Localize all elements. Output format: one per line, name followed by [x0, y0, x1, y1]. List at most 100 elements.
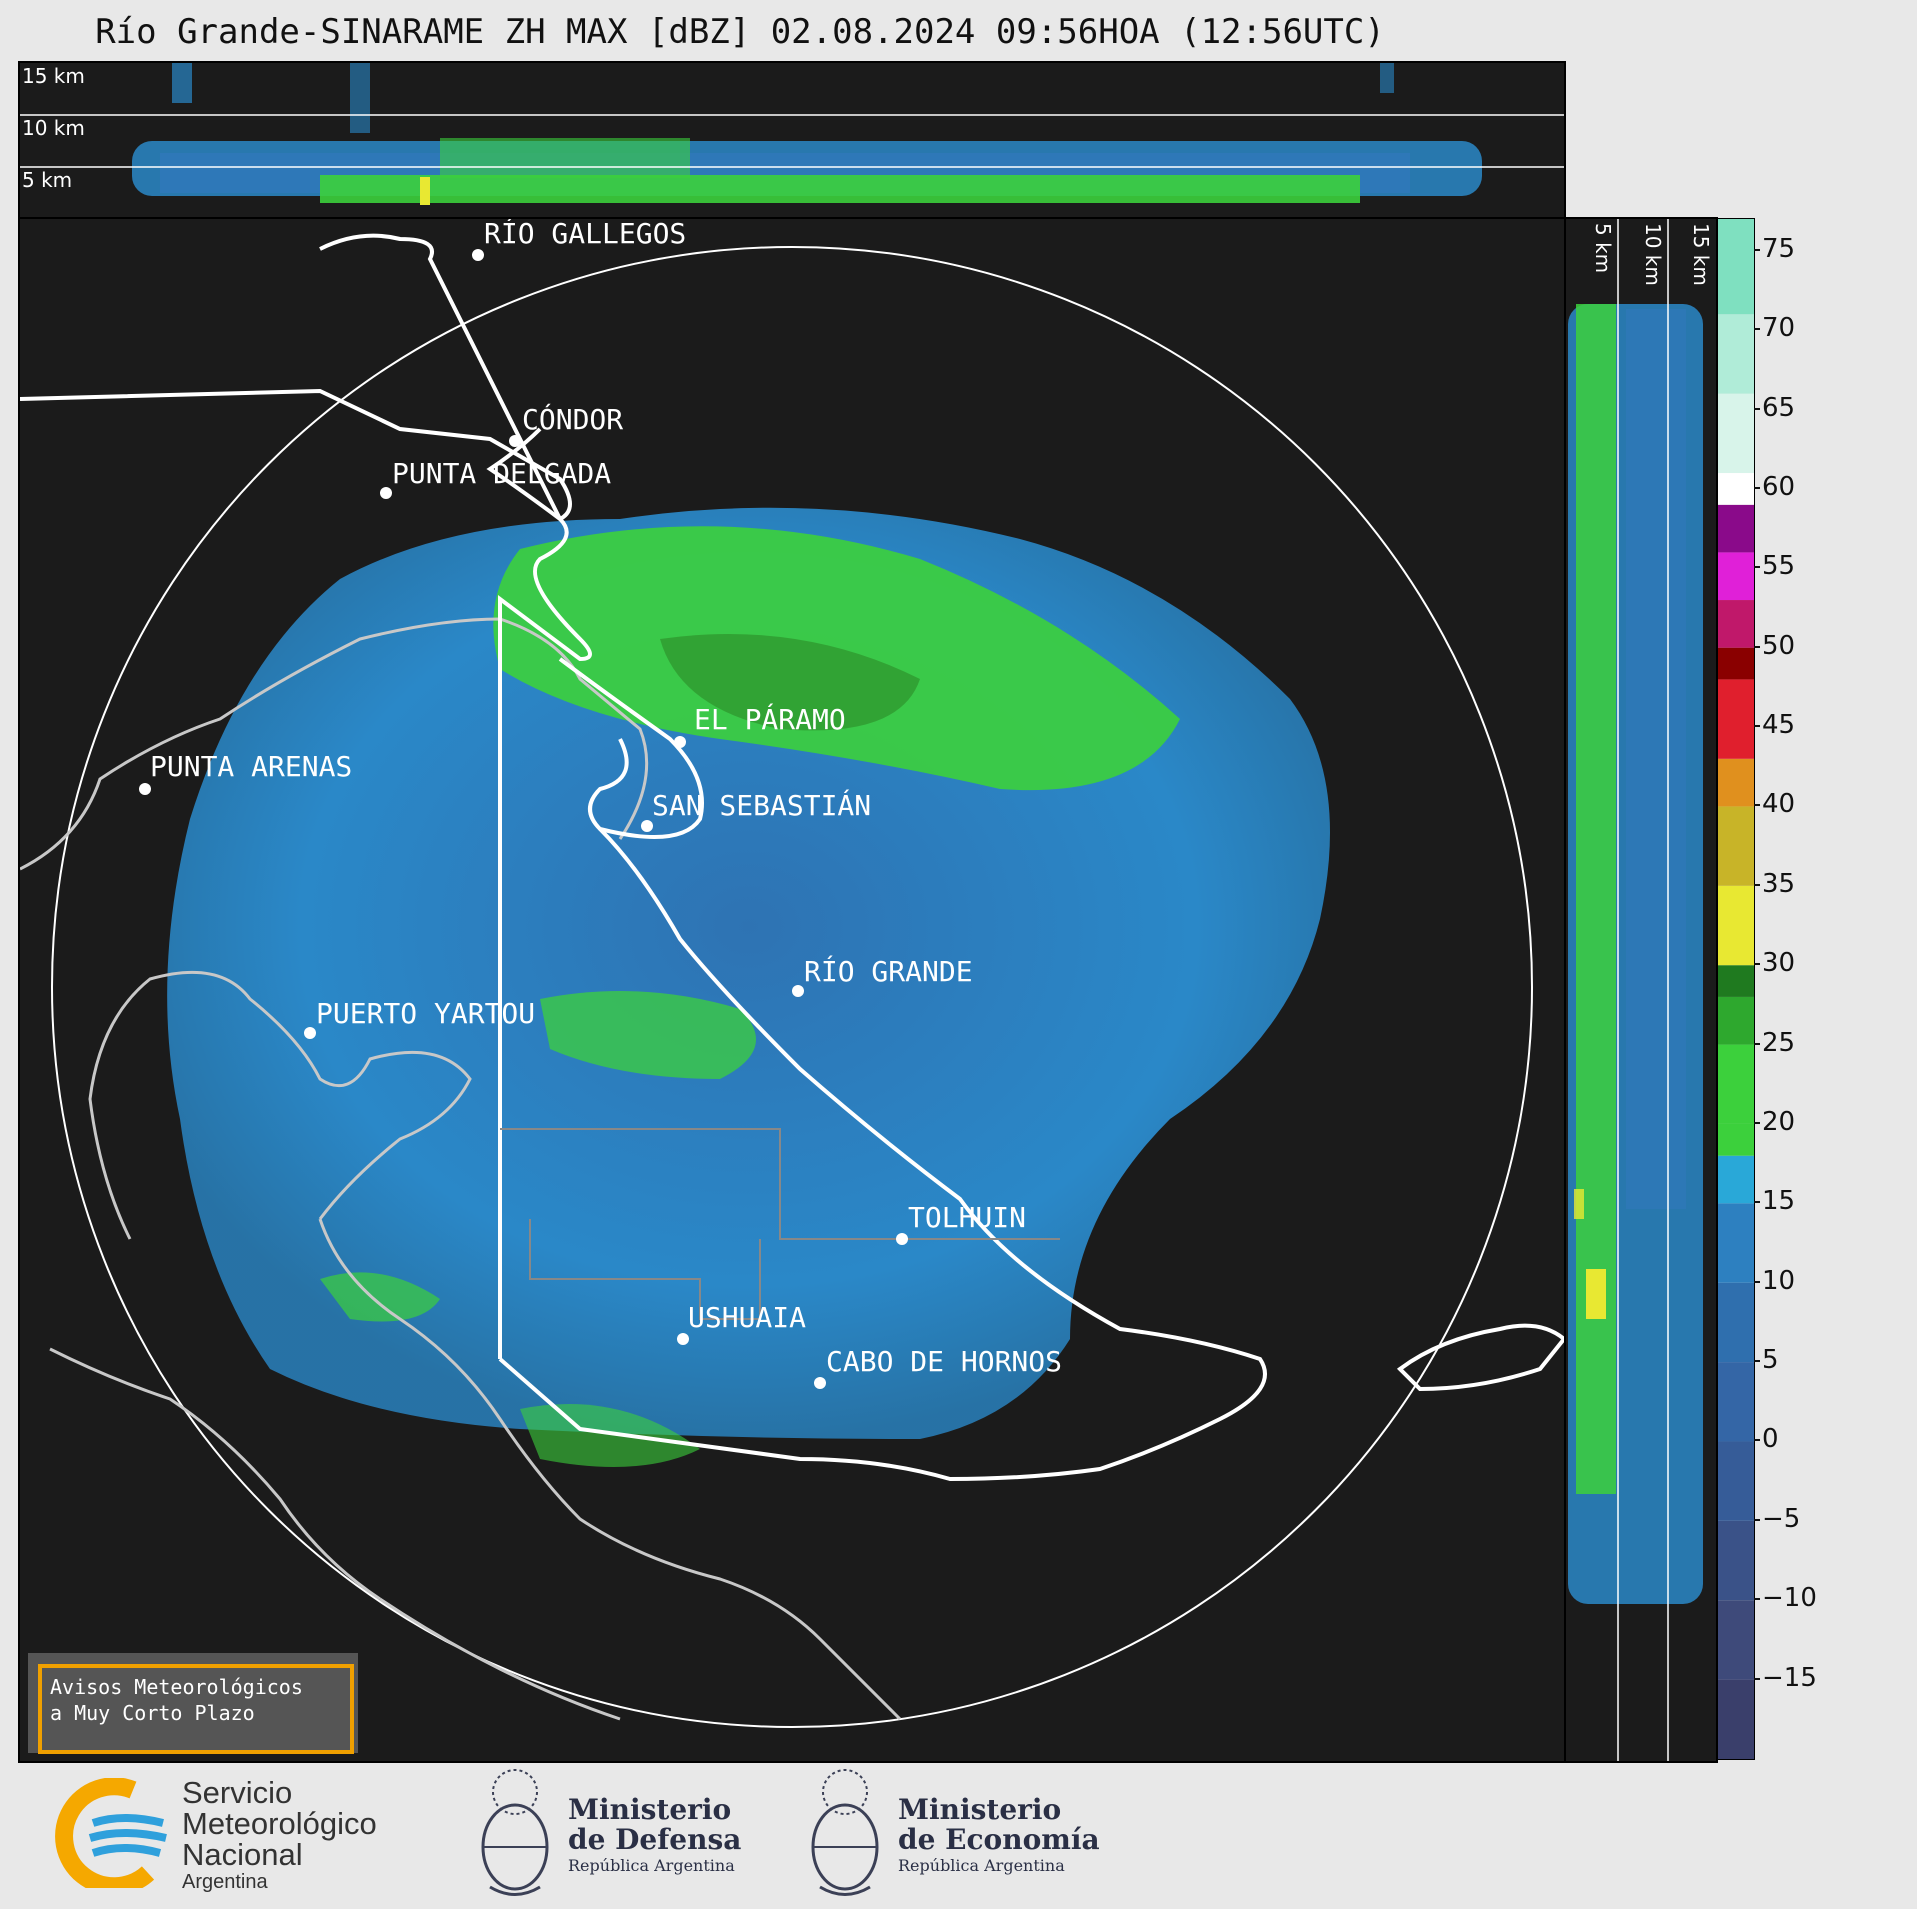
colorbar-tick-label: 30	[1762, 948, 1796, 979]
city-marker[interactable]	[641, 820, 653, 832]
coastline-grey	[318, 1218, 902, 1721]
colorbar-band	[1718, 1282, 1754, 1363]
altitude-label-15km: 15 km	[1689, 223, 1713, 286]
coat-of-arms-icon	[811, 1769, 879, 1896]
city-label-el-paramo: EL PÁRAMO	[694, 702, 846, 736]
city-label-san-sebastian: SAN SEBASTIÁN	[652, 788, 871, 822]
city-label-ushuaia: USHUAIA	[688, 1301, 806, 1334]
colorbar-band	[1718, 806, 1754, 886]
city-marker[interactable]	[139, 783, 151, 795]
colorbar-band	[1718, 552, 1754, 601]
city-marker[interactable]	[380, 487, 392, 499]
city-marker[interactable]	[792, 985, 804, 997]
city-marker[interactable]	[814, 1377, 826, 1389]
defensa-line3: República Argentina	[568, 1856, 735, 1875]
smn-line1: Servicio	[182, 1775, 293, 1810]
colorbar-tick-mark	[1754, 645, 1760, 648]
smn-logo-text: Servicio Meteorológico Nacional Argentin…	[182, 1777, 377, 1894]
colorbar-band	[1718, 219, 1754, 315]
radar-map-svg[interactable]: RÍO GALLEGOS CÓNDOR PUNTA DELGADA EL PÁR…	[20, 219, 1564, 1761]
city-marker[interactable]	[896, 1233, 908, 1245]
colorbar-tick-label: −5	[1762, 1503, 1801, 1534]
colorbar-tick-label: 60	[1762, 471, 1796, 502]
range-ring	[51, 246, 1533, 1728]
city-label-rio-grande: RÍO GRANDE	[804, 954, 973, 988]
echo-band-green-upper	[440, 138, 690, 178]
coastline-grey	[49, 1347, 381, 1601]
altitude-label-10km: 10 km	[22, 116, 85, 140]
colorbar-band	[1718, 1520, 1754, 1601]
border-chile-argentina	[498, 517, 592, 1359]
colorbar-tick-label: 20	[1762, 1106, 1796, 1137]
smn-line4: Argentina	[182, 1871, 268, 1893]
coat-of-arms-icon	[481, 1769, 549, 1896]
colorbar-tick-label: 35	[1762, 868, 1796, 899]
economia-logo-text: Ministerio de Economía República Argenti…	[898, 1795, 1100, 1877]
chart-title: Río Grande-SINARAME ZH MAX [dBZ] 02.08.2…	[95, 12, 1385, 52]
echo-band-green	[320, 175, 1360, 203]
colorbar-tick-label: 50	[1762, 630, 1796, 661]
colorbar-band	[1718, 758, 1754, 807]
colorbar-tick-label: 40	[1762, 789, 1796, 820]
avisos-line1: Avisos Meteorológicos	[50, 1675, 303, 1699]
colorbar-band	[1718, 393, 1754, 474]
coastline-grey	[88, 970, 472, 1240]
echo-region-green-san-sebastian	[540, 991, 756, 1079]
colorbar-tick-mark	[1754, 1598, 1760, 1601]
city-label-rio-gallegos: RÍO GALLEGOS	[484, 219, 686, 250]
colorbar-tick-mark	[1754, 486, 1760, 489]
colorbar-tick-mark	[1754, 328, 1760, 331]
colorbar	[1717, 218, 1755, 1760]
colorbar-band	[1718, 1600, 1754, 1680]
colorbar-tick-mark	[1754, 1439, 1760, 1442]
avisos-box[interactable]: Avisos Meteorológicos a Muy Corto Plazo	[28, 1653, 358, 1754]
colorbar-band	[1718, 679, 1754, 759]
colorbar-tick-mark	[1754, 1280, 1760, 1283]
colorbar-tick-mark	[1754, 883, 1760, 886]
echo-yellow-spot	[1574, 1189, 1584, 1219]
colorbar-tick-label: −15	[1762, 1662, 1817, 1693]
border-white	[319, 233, 562, 520]
colorbar-band	[1718, 600, 1754, 648]
province-line	[529, 1219, 761, 1320]
city-marker[interactable]	[674, 736, 686, 748]
city-label-punta-arenas: PUNTA ARENAS	[150, 750, 352, 783]
echo-region-green-southwest	[320, 1272, 440, 1322]
economia-line2: de Economía	[898, 1823, 1100, 1856]
coastline-grey	[20, 617, 649, 871]
colorbar-tick-label: 0	[1762, 1424, 1779, 1455]
economia-line3: República Argentina	[898, 1856, 1065, 1875]
city-label-cabo-de-hornos: CABO DE HORNOS	[826, 1345, 1062, 1378]
colorbar-tick-mark	[1754, 963, 1760, 966]
colorbar-band	[1718, 473, 1754, 505]
colorbar-band	[1718, 1155, 1754, 1204]
colorbar-tick-label: 75	[1762, 233, 1796, 264]
colorbar-tick-label: 15	[1762, 1186, 1796, 1217]
echo-region-green-south	[520, 1404, 700, 1467]
radar-map-panel[interactable]: RÍO GALLEGOS CÓNDOR PUNTA DELGADA EL PÁR…	[18, 217, 1566, 1763]
city-marker[interactable]	[509, 435, 521, 447]
colorbar-band	[1718, 1044, 1754, 1124]
coastline-isla-estados	[1396, 1323, 1564, 1392]
echo-yellow-spot	[420, 177, 430, 205]
city-label-tolhuin: TOLHUIN	[908, 1201, 1026, 1234]
echo-band-mid	[1626, 309, 1686, 1209]
colorbar-band	[1718, 965, 1754, 997]
colorbar-svg	[1718, 219, 1754, 1759]
colorbar-tick-label: 10	[1762, 1265, 1796, 1296]
colorbar-tick-mark	[1754, 1201, 1760, 1204]
colorbar-tick-mark	[1754, 1042, 1760, 1045]
city-marker[interactable]	[677, 1333, 689, 1345]
coastline-white	[558, 657, 704, 839]
city-marker[interactable]	[304, 1027, 316, 1039]
altitude-label-15km: 15 km	[22, 64, 85, 88]
avisos-inner[interactable]: Avisos Meteorológicos a Muy Corto Plazo	[38, 1664, 354, 1754]
smn-line3: Nacional	[182, 1837, 303, 1872]
colorbar-tick-mark	[1754, 804, 1760, 807]
side-cross-section-svg: 5 km 10 km 15 km	[1568, 219, 1713, 1761]
economia-line1: Ministerio	[898, 1793, 1062, 1826]
echo-column	[172, 63, 192, 103]
colorbar-band	[1718, 996, 1754, 1045]
city-marker[interactable]	[472, 249, 484, 261]
city-label-puerto-yartou: PUERTO YARTOU	[316, 997, 535, 1030]
